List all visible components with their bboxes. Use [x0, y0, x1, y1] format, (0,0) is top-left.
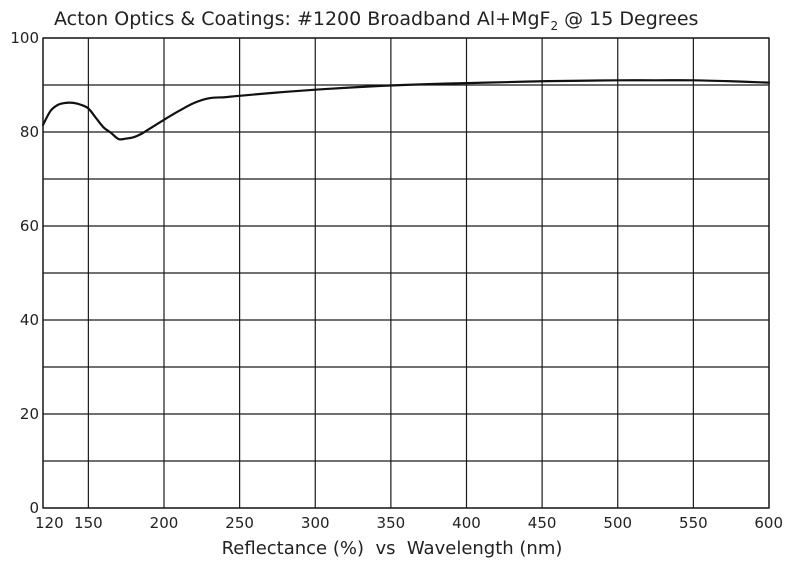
- chart-title-main: Acton Optics & Coatings: #1200 Broadband…: [54, 8, 550, 30]
- x-tick-label: 120: [35, 514, 64, 532]
- x-tick-label: 400: [452, 514, 481, 532]
- x-tick-label: 300: [301, 514, 330, 532]
- y-tick-label: 40: [20, 311, 39, 329]
- plot-frame: [42, 37, 770, 509]
- y-tick-label: 80: [20, 123, 39, 141]
- chart-title-subscript: 2: [550, 19, 558, 33]
- x-tick-label: 550: [679, 514, 708, 532]
- grid: [42, 37, 770, 509]
- chart-title: Acton Optics & Coatings: #1200 Broadband…: [54, 8, 698, 33]
- x-tick-label: 500: [603, 514, 632, 532]
- x-tick-label: 450: [528, 514, 557, 532]
- y-tick-label: 100: [10, 29, 39, 47]
- x-axis-ticks: 120 150 200 250 300 350 400 450 500 550 600: [35, 514, 783, 532]
- chart-title-tail: @ 15 Degrees: [558, 8, 698, 30]
- x-tick-label: 250: [225, 514, 254, 532]
- y-tick-label: 0: [29, 499, 39, 517]
- y-axis-ticks: 0 20 40 60 80 100: [10, 29, 39, 517]
- reflectance-curve: [41, 79, 771, 141]
- y-tick-label: 60: [20, 217, 39, 235]
- x-tick-label: 200: [150, 514, 179, 532]
- x-tick-label: 350: [377, 514, 406, 532]
- y-tick-label: 20: [20, 405, 39, 423]
- x-axis-label: Reflectance (%) vs Wavelength (nm): [222, 538, 563, 559]
- x-tick-label: 150: [74, 514, 103, 532]
- x-tick-label: 600: [754, 514, 783, 532]
